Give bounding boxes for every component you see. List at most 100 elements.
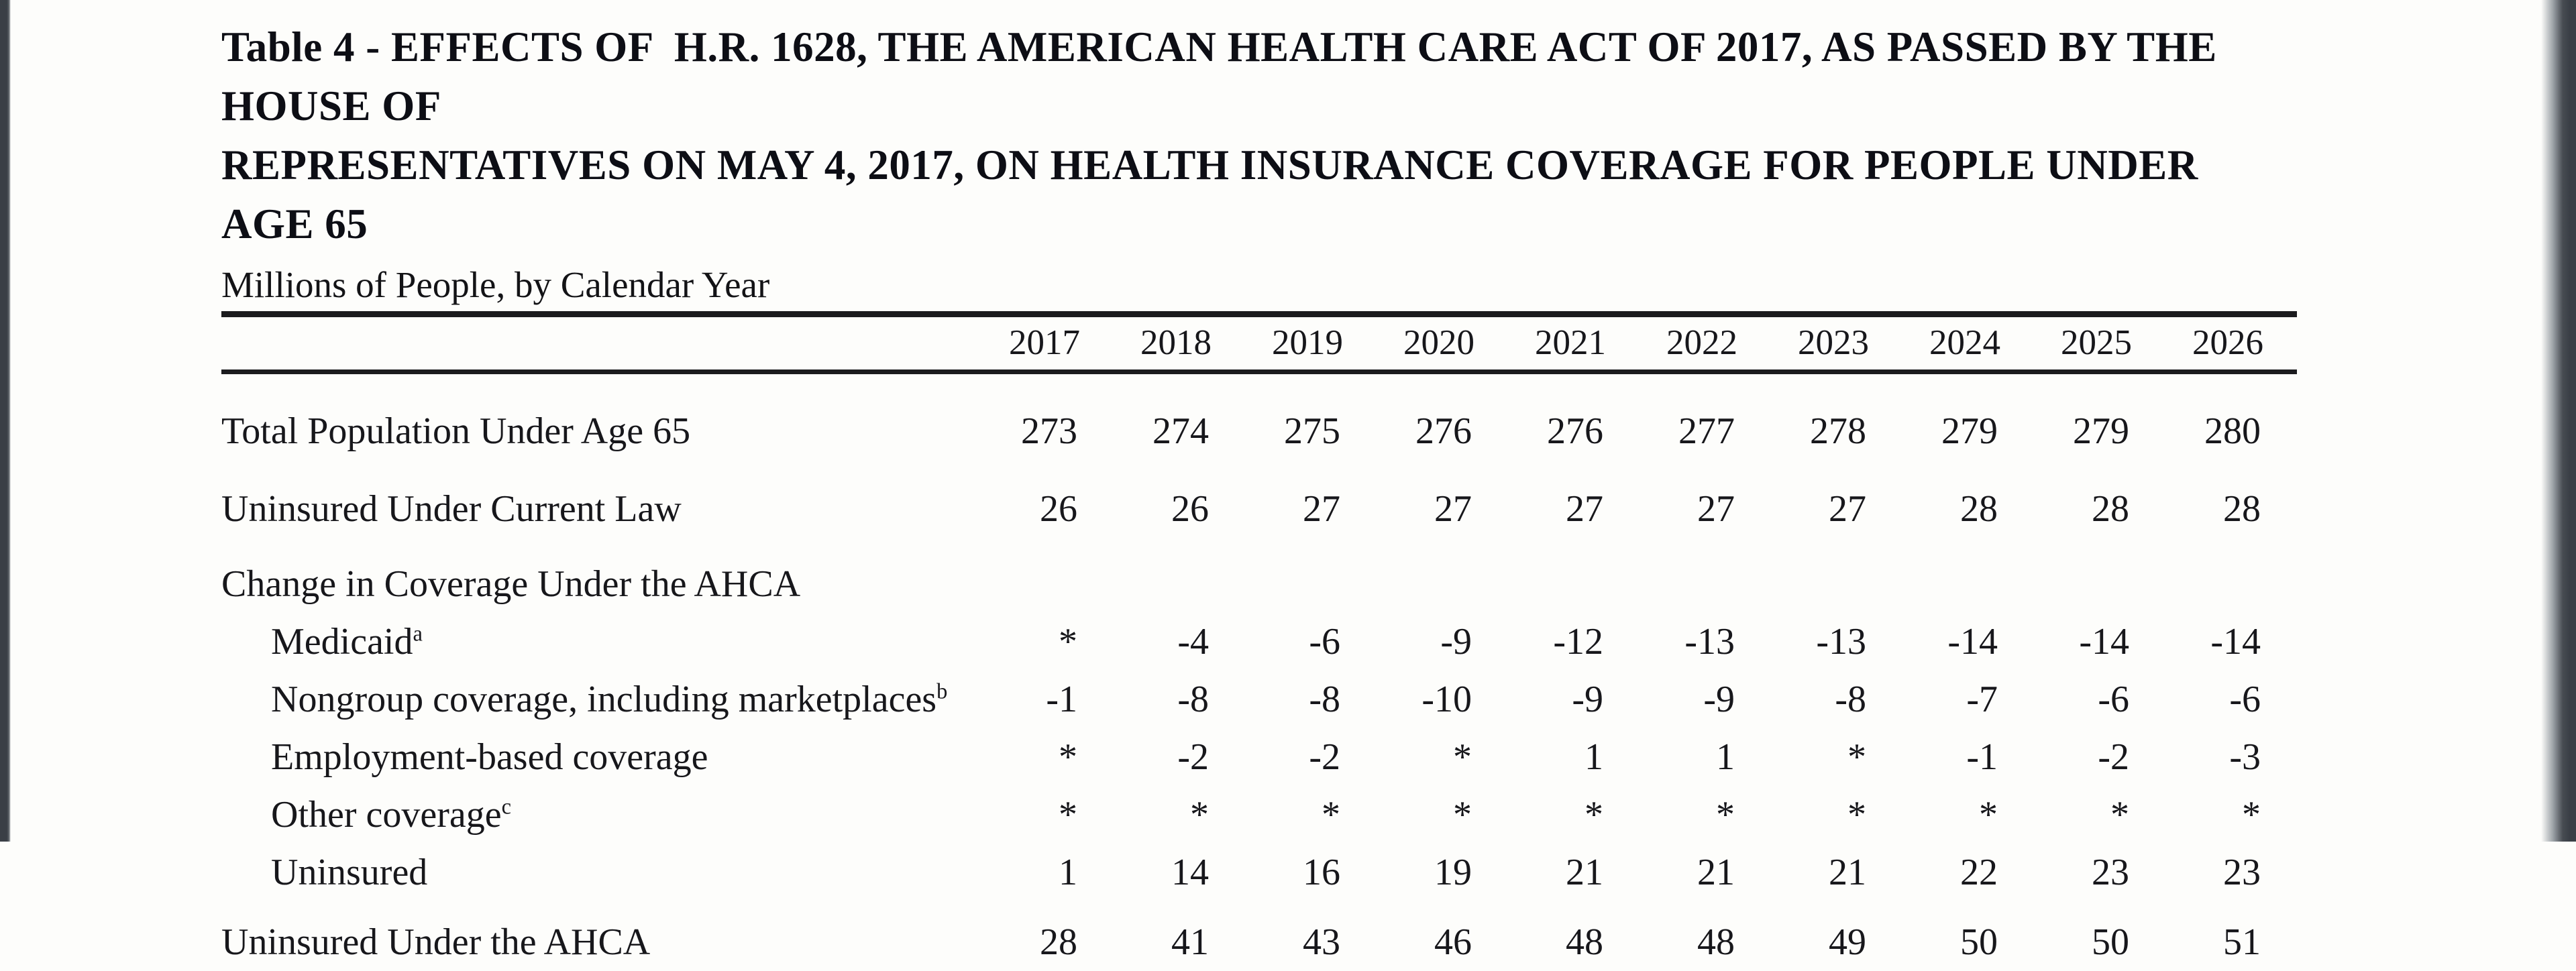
cell-value xyxy=(1245,538,1377,613)
row-label: Uninsured Under the AHCA xyxy=(221,901,982,971)
year-column-header: 2022 xyxy=(1640,315,1771,372)
cell-value: 49 xyxy=(1771,901,1902,971)
cell-value: 280 xyxy=(2165,372,2297,461)
cell-value: 28 xyxy=(982,901,1114,971)
row-label-text: Medicaid xyxy=(271,621,413,663)
cell-value: * xyxy=(1771,786,1902,844)
table-title-line-1: Table 4 - EFFECTS OF H.R. 1628, THE AMER… xyxy=(221,17,2297,135)
cell-value: * xyxy=(2165,786,2297,844)
cell-value: 51 xyxy=(2165,901,2297,971)
row-label: Other coveragec xyxy=(221,786,982,844)
cell-value: -10 xyxy=(1377,671,1508,728)
cell-value: 50 xyxy=(1902,901,2034,971)
cell-value: 279 xyxy=(1902,372,2034,461)
viewer-left-edge xyxy=(0,0,11,842)
row-label: Uninsured xyxy=(221,844,982,901)
cell-value: * xyxy=(1508,786,1640,844)
cell-value: 276 xyxy=(1508,372,1640,461)
table-row: Nongroup coverage, including marketplace… xyxy=(221,671,2297,728)
row-label: Employment-based coverage xyxy=(221,728,982,786)
year-column-header: 2020 xyxy=(1377,315,1508,372)
cell-value: -1 xyxy=(1902,728,2034,786)
cell-value: * xyxy=(1640,786,1771,844)
row-label: Uninsured Under Current Law xyxy=(221,460,982,538)
viewer-right-edge xyxy=(2541,0,2576,842)
cell-value: 22 xyxy=(1902,844,2034,901)
cell-value: * xyxy=(1377,728,1508,786)
cell-value: 274 xyxy=(1114,372,1245,461)
row-label: Change in Coverage Under the AHCA xyxy=(221,538,982,613)
cell-value: * xyxy=(1377,786,1508,844)
footnote-marker: b xyxy=(936,679,947,703)
row-label-text: Employment-based coverage xyxy=(271,736,708,778)
cell-value: * xyxy=(1902,786,2034,844)
year-column-header: 2026 xyxy=(2165,315,2297,372)
cell-value: -9 xyxy=(1508,671,1640,728)
cell-value: 19 xyxy=(1377,844,1508,901)
year-column-header: 2024 xyxy=(1902,315,2034,372)
table-row: Other coveragec********** xyxy=(221,786,2297,844)
cell-value: 275 xyxy=(1245,372,1377,461)
year-column-header: 2023 xyxy=(1771,315,1902,372)
cell-value: 27 xyxy=(1245,460,1377,538)
year-column-header: 2025 xyxy=(2034,315,2165,372)
row-label-text: Total Population Under Age 65 xyxy=(221,410,690,452)
row-label-text: Change in Coverage Under the AHCA xyxy=(221,563,800,605)
cell-value: -8 xyxy=(1245,671,1377,728)
cell-value: 48 xyxy=(1640,901,1771,971)
cell-value: * xyxy=(982,728,1114,786)
cell-value: -13 xyxy=(1640,613,1771,671)
cell-value xyxy=(1771,538,1902,613)
row-label-column-header xyxy=(221,315,982,372)
cell-value: -3 xyxy=(2165,728,2297,786)
cell-value: 43 xyxy=(1245,901,1377,971)
cell-value: -8 xyxy=(1771,671,1902,728)
cell-value: 14 xyxy=(1114,844,1245,901)
footnote-marker: a xyxy=(413,622,422,646)
footnote-marker: c xyxy=(502,795,511,819)
cell-value: 21 xyxy=(1771,844,1902,901)
table-title: Table 4 - EFFECTS OF H.R. 1628, THE AMER… xyxy=(221,17,2297,253)
cell-value: 26 xyxy=(982,460,1114,538)
cell-value: 23 xyxy=(2034,844,2165,901)
cell-value: 28 xyxy=(2034,460,2165,538)
cell-value: 276 xyxy=(1377,372,1508,461)
cell-value: -12 xyxy=(1508,613,1640,671)
cell-value: 41 xyxy=(1114,901,1245,971)
year-column-header: 2021 xyxy=(1508,315,1640,372)
table-title-line-2: REPRESENTATIVES ON MAY 4, 2017, ON HEALT… xyxy=(221,135,2297,253)
cell-value xyxy=(1902,538,2034,613)
cell-value xyxy=(1640,538,1771,613)
cell-value: -2 xyxy=(2034,728,2165,786)
cell-value xyxy=(2165,538,2297,613)
cell-value: 27 xyxy=(1640,460,1771,538)
cell-value: -1 xyxy=(982,671,1114,728)
cell-value: -14 xyxy=(2034,613,2165,671)
cell-value: 28 xyxy=(2165,460,2297,538)
row-label-text: Uninsured Under the AHCA xyxy=(221,921,650,963)
year-column-header: 2017 xyxy=(982,315,1114,372)
cell-value: -2 xyxy=(1245,728,1377,786)
document-body: Table 4 - EFFECTS OF H.R. 1628, THE AMER… xyxy=(221,0,2297,971)
cell-value: 26 xyxy=(1114,460,1245,538)
cell-value: -9 xyxy=(1377,613,1508,671)
cell-value: 23 xyxy=(2165,844,2297,901)
year-column-header: 2019 xyxy=(1245,315,1377,372)
cell-value: * xyxy=(2034,786,2165,844)
row-label-text: Uninsured Under Current Law xyxy=(221,488,682,530)
cell-value: 21 xyxy=(1640,844,1771,901)
row-label-text: Uninsured xyxy=(271,852,427,893)
cell-value: -14 xyxy=(2165,613,2297,671)
cell-value: 1 xyxy=(982,844,1114,901)
cell-value: * xyxy=(1114,786,1245,844)
cell-value: -6 xyxy=(1245,613,1377,671)
cell-value: 21 xyxy=(1508,844,1640,901)
cell-value xyxy=(1377,538,1508,613)
cell-value: 48 xyxy=(1508,901,1640,971)
